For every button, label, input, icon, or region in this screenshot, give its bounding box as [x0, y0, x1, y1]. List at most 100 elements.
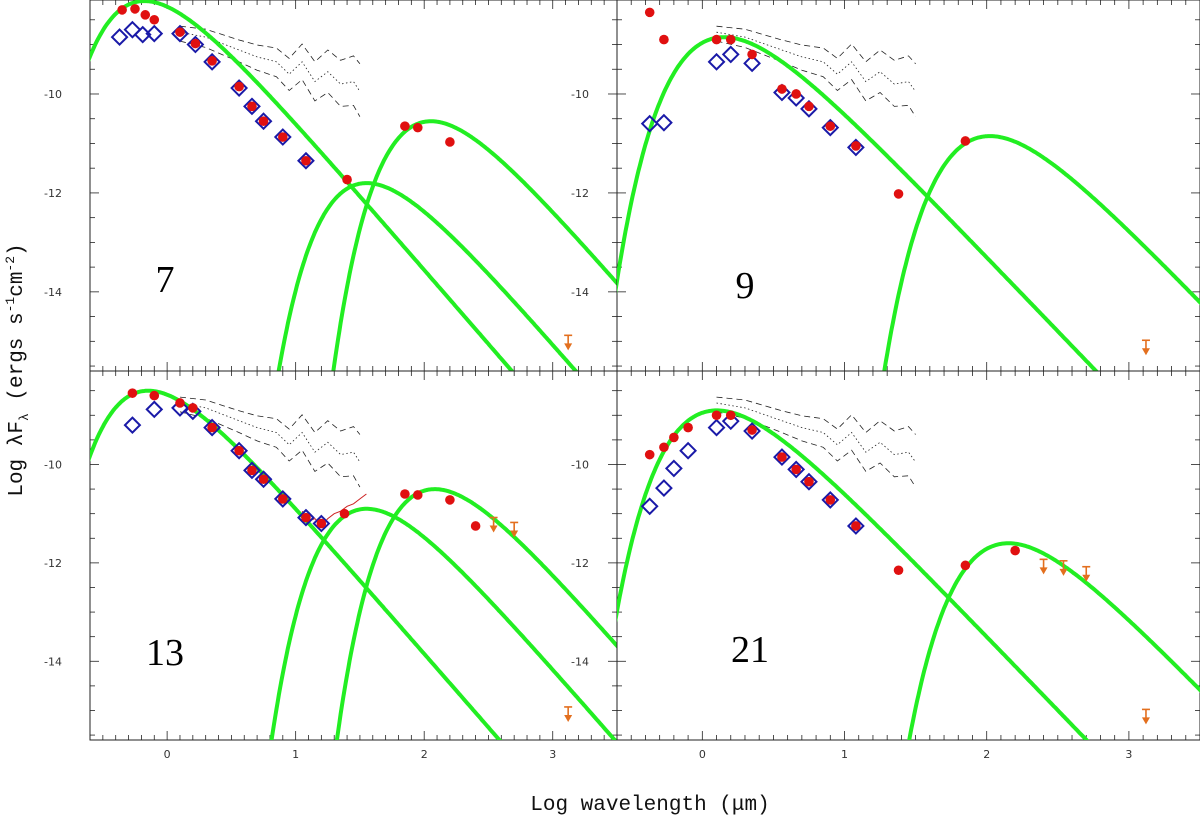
- iso-diamond-point: [203, 52, 222, 71]
- photometry-point: [149, 390, 160, 401]
- comparison-median: [716, 402, 916, 463]
- panel-number-label: 9: [736, 265, 755, 307]
- iso-diamond-point: [273, 128, 292, 146]
- photometry-point: [804, 101, 814, 112]
- model-photosphere-curve: [617, 35, 1099, 371]
- iso-diamond-point: [846, 517, 865, 535]
- photometry-point: [470, 521, 481, 531]
- photometry-point: [278, 132, 288, 142]
- photometry-point: [130, 4, 140, 14]
- panel-number-label: 13: [146, 632, 184, 674]
- model-photosphere-curve: [90, 0, 515, 371]
- iso-diamond-point: [171, 24, 189, 43]
- photometry-point: [893, 189, 904, 199]
- panel-13: 0 1 2 3 -10 -12 -14 13: [44, 370, 618, 761]
- y-axis-title: Log λFλ (ergs s-1cm-2): [3, 243, 32, 496]
- comparison-lower: [179, 411, 361, 488]
- panel-number-label: 21: [731, 629, 769, 671]
- photometry-point: [316, 518, 327, 529]
- iso-diamond-point: [655, 113, 673, 132]
- photometry-point: [188, 403, 198, 413]
- photometry-point: [258, 116, 269, 126]
- comparison-median: [179, 31, 361, 92]
- upper-limit-head: [489, 525, 498, 533]
- photometry-point: [339, 508, 350, 519]
- comparison-median: [179, 402, 361, 463]
- upper-limit-head: [1141, 717, 1150, 725]
- iso-diamond-point: [800, 472, 818, 491]
- photometry-point: [247, 101, 257, 112]
- iso-diamond-point: [254, 112, 273, 131]
- iso-diamond-point: [787, 89, 806, 107]
- y-tick-label: -10: [44, 458, 62, 471]
- y-tick-label: -14: [44, 655, 62, 668]
- upper-limit-arrow: [1141, 708, 1150, 725]
- photometry-point: [893, 565, 904, 576]
- iso-diamond-point: [800, 99, 818, 118]
- x-tick-label: 1: [841, 748, 848, 761]
- photometry-point: [234, 445, 244, 456]
- upper-limit-arrow: [489, 516, 498, 533]
- iso-diamond-point: [707, 52, 726, 71]
- iso-diamond-point: [773, 448, 791, 467]
- model-cold-dust-curve: [334, 487, 617, 740]
- iso-diamond-point: [203, 418, 222, 437]
- photometry-point: [301, 155, 311, 166]
- iso-diamond-point: [145, 24, 164, 43]
- model-cold-dust-curve: [907, 541, 1200, 740]
- y-tick-label: -10: [44, 88, 62, 101]
- iso-diamond-point: [655, 479, 673, 498]
- photometry-point: [412, 490, 423, 500]
- photometry-point: [301, 512, 311, 523]
- iso-diamond-point: [640, 497, 659, 516]
- upper-limit-head: [1059, 568, 1068, 576]
- iso-diamond-point: [707, 418, 726, 437]
- comparison-lower: [716, 411, 916, 488]
- panels-layer: -10 -12 -14 7 -10 -12 -14 9 0 1 2 3 -10 -12 -14 13 0 1 2 3 -…: [44, 0, 1200, 761]
- iso-diamond-point: [664, 459, 683, 478]
- photometry-point: [644, 449, 655, 460]
- iso-diamond-point: [721, 412, 740, 431]
- iso-diamond-point: [171, 398, 189, 417]
- iso-diamond-point: [123, 20, 142, 39]
- panel-9: -10 -12 -14 9: [571, 0, 1200, 372]
- upper-limit-arrow: [1082, 565, 1091, 582]
- comparison-upper: [716, 25, 916, 65]
- iso-diamond-point: [846, 138, 865, 157]
- plot-area: [617, 396, 1200, 740]
- photometry-point: [234, 81, 244, 92]
- upper-limit-head: [564, 714, 573, 722]
- y-tick-label: -14: [44, 286, 62, 299]
- iso-diamond-point: [110, 28, 129, 47]
- x-tick-label: 3: [1125, 748, 1132, 761]
- photometry-point: [825, 495, 836, 505]
- photometry-point: [445, 495, 455, 505]
- photometry-point: [412, 122, 423, 133]
- photometry-point: [127, 388, 138, 398]
- photometry-point: [791, 89, 801, 99]
- y-tick-label: -12: [44, 187, 62, 200]
- y-tick-label: -14: [571, 655, 589, 668]
- photometry-point: [175, 398, 185, 408]
- photometry-point: [140, 10, 151, 20]
- photometry-point: [804, 476, 814, 487]
- iso-diamond-point: [721, 45, 740, 64]
- comparison-lower: [179, 40, 361, 117]
- photometry-point: [747, 49, 757, 60]
- panel-7: -10 -12 -14 7: [44, 0, 618, 372]
- iso-diamond-point: [743, 54, 761, 73]
- iso-diamond-point: [145, 400, 164, 419]
- y-tick-label: -14: [571, 286, 589, 299]
- photometry-point: [711, 410, 722, 421]
- model-warm-dust-curve: [276, 181, 579, 371]
- iso-diamond-point: [273, 490, 292, 508]
- photometry-point: [747, 425, 757, 435]
- photometry-point: [791, 464, 801, 475]
- photometry-point: [851, 521, 861, 531]
- model-photosphere-curve: [90, 388, 503, 740]
- iso-diamond-point: [787, 460, 806, 479]
- upper-limit-arrow: [564, 334, 573, 351]
- photometry-point: [190, 38, 201, 49]
- photometry-point: [825, 121, 836, 131]
